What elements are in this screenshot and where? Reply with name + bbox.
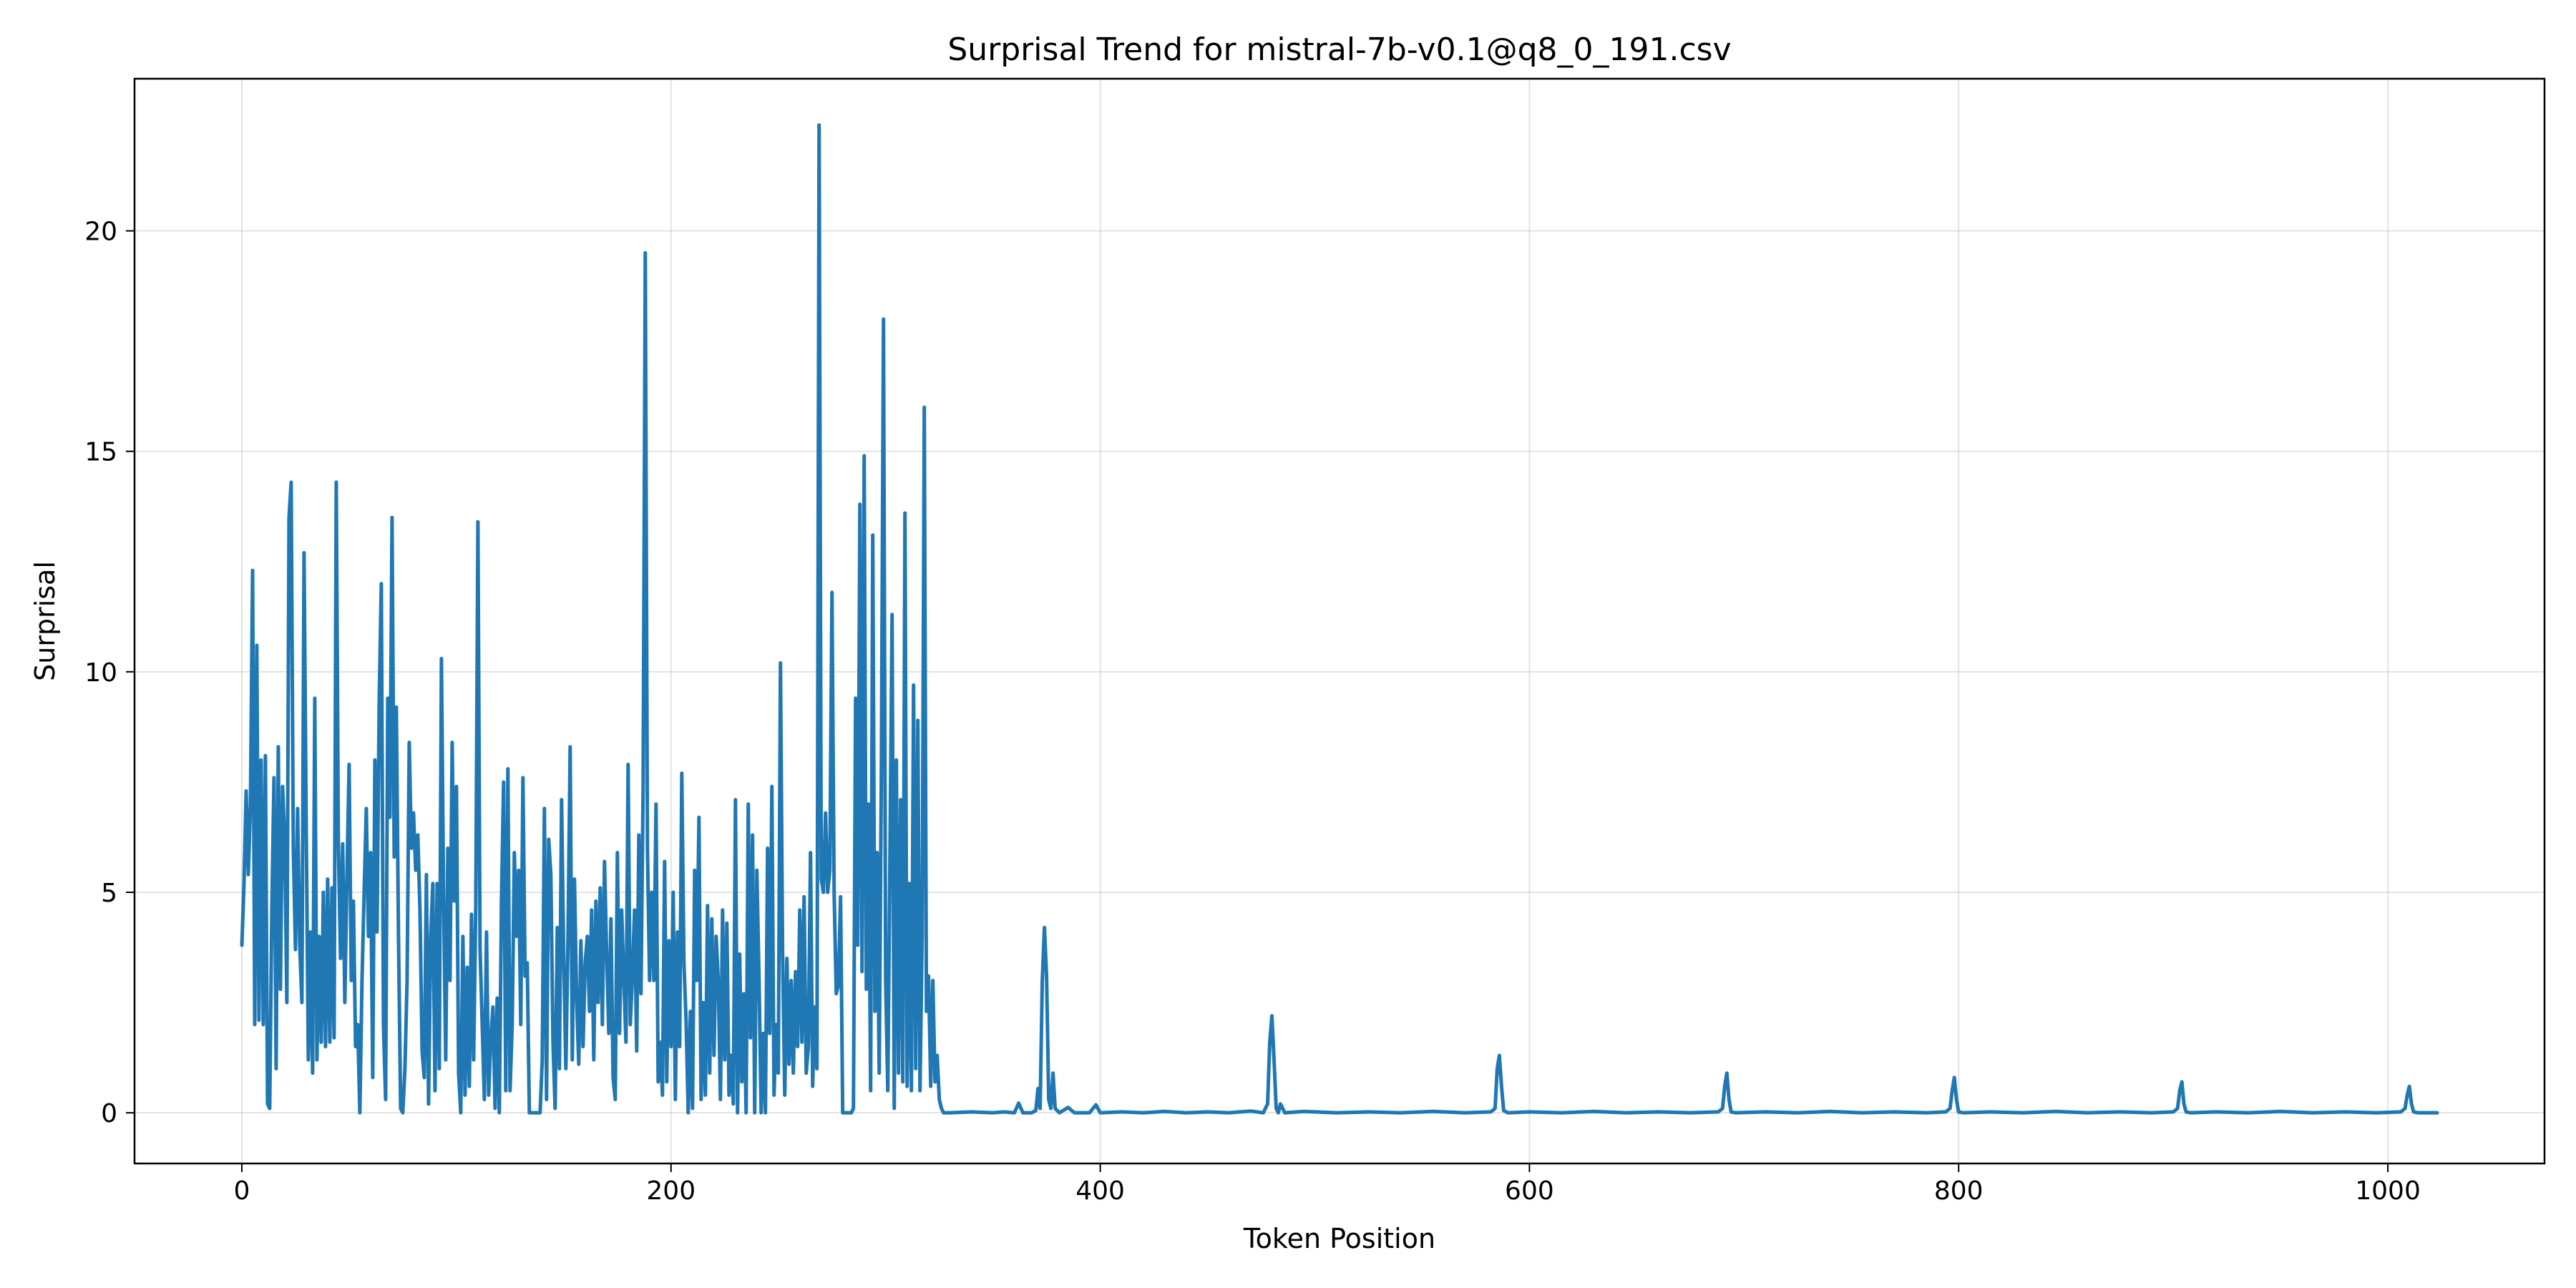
- y-axis-label: Surprisal: [29, 561, 61, 681]
- x-axis-label: Token Position: [1243, 1223, 1435, 1254]
- y-tick-label: 15: [84, 438, 117, 467]
- series-line-0: [240, 123, 2439, 1115]
- y-tick-label: 5: [101, 879, 117, 908]
- series-layer: [240, 123, 2439, 1115]
- x-tick-label: 200: [646, 1176, 696, 1206]
- x-tick-label: 600: [1505, 1176, 1554, 1206]
- plot-area-background: [135, 79, 2545, 1163]
- x-tick-label: 0: [234, 1176, 250, 1206]
- chart-title: Surprisal Trend for mistral-7b-v0.1@q8_0…: [947, 31, 1731, 68]
- x-axis-ticks: 0 200 400 600 800 1000: [234, 1163, 2421, 1206]
- y-tick-label: 20: [84, 218, 117, 247]
- y-tick-label: 0: [101, 1099, 117, 1128]
- plot-frame: [133, 77, 2546, 1165]
- x-tick-label: 400: [1075, 1176, 1125, 1206]
- x-tick-label: 1000: [2355, 1176, 2421, 1206]
- y-tick-label: 10: [84, 658, 117, 688]
- y-axis-ticks: 0 5 10 15 20: [84, 218, 135, 1128]
- x-tick-label: 800: [1934, 1176, 1984, 1206]
